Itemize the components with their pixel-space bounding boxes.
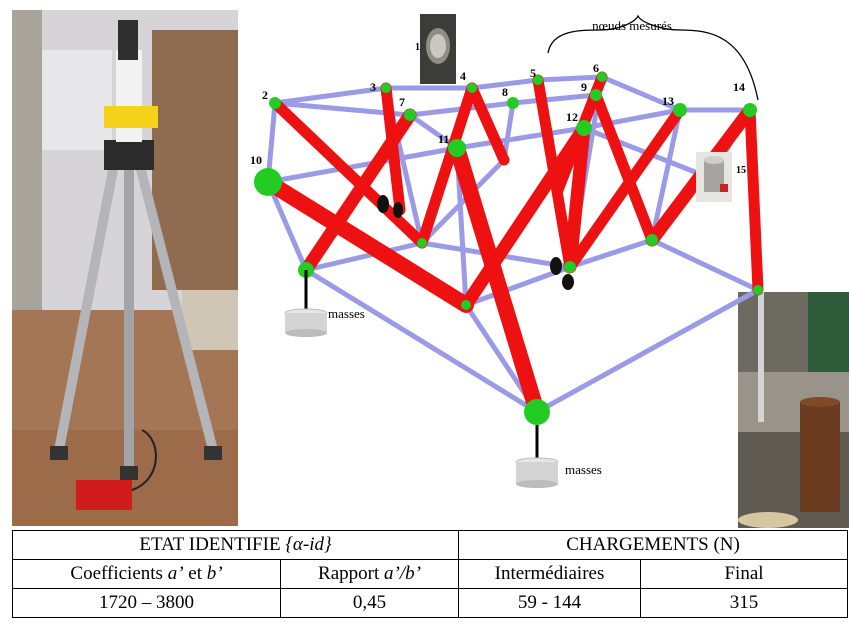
node-label-7: 7 [399, 95, 405, 109]
header-identified-state: ETAT IDENTIFIE {α-id} [11, 530, 460, 560]
node-label-11: 11 [438, 132, 449, 146]
node-label-1: 1 [415, 42, 420, 53]
node-label-2: 2 [262, 88, 268, 102]
subheader-ratio: Rapport a’/b’ [279, 559, 460, 589]
cell-coefficients: 1720 – 3800 [12, 588, 281, 618]
cell-ratio: 0,45 [279, 588, 460, 618]
header-loads: CHARGEMENTS (N) [458, 530, 849, 560]
struts [260, 71, 764, 420]
node-label-4: 4 [460, 69, 466, 83]
hanging-supports [377, 195, 574, 290]
node-label-3: 3 [370, 80, 376, 94]
table-header-row: ETAT IDENTIFIE {α-id} CHARGEMENTS (N) [11, 530, 849, 560]
results-table: ETAT IDENTIFIE {α-id} CHARGEMENTS (N) Co… [11, 530, 849, 618]
node-label-5: 5 [530, 66, 536, 80]
subheader-final: Final [640, 559, 849, 589]
mass-label-left: masses [328, 306, 365, 321]
subheader-intermediate: Intermédiaires [458, 559, 642, 589]
table-subheader-row: Coefficients a’ et b’ Rapport a’/b’ Inte… [12, 559, 849, 589]
node-label-14: 14 [733, 80, 745, 94]
table-row: 1720 – 3800 0,45 59 - 144 315 [12, 588, 849, 618]
tripod-photo [12, 10, 238, 526]
cell-final: 315 [640, 588, 849, 618]
nodes [254, 72, 763, 425]
cell-intermediate: 59 - 144 [458, 588, 642, 618]
alpha-id-symbol: {α-id} [285, 534, 332, 555]
node-label-6: 6 [593, 61, 599, 75]
node-label-10: 10 [250, 153, 262, 167]
node-label-12: 12 [566, 110, 578, 124]
measured-nodes-brace [547, 14, 759, 101]
figure: masses masses nœuds mesurés 1 2 3 4 5 6 … [12, 10, 849, 528]
node-label-15: 15 [736, 165, 746, 176]
measured-nodes-label: nœuds mesurés [592, 18, 672, 33]
node-label-13: 13 [662, 94, 674, 108]
node-label-8: 8 [502, 85, 508, 99]
node-label-9: 9 [581, 80, 587, 94]
mass-label-bottom: masses [565, 462, 602, 477]
tensegrity-diagram: masses masses nœuds mesurés 1 2 3 4 5 6 … [250, 14, 764, 488]
masses-photo [738, 292, 849, 528]
subheader-coefficients: Coefficients a’ et b’ [12, 559, 281, 589]
